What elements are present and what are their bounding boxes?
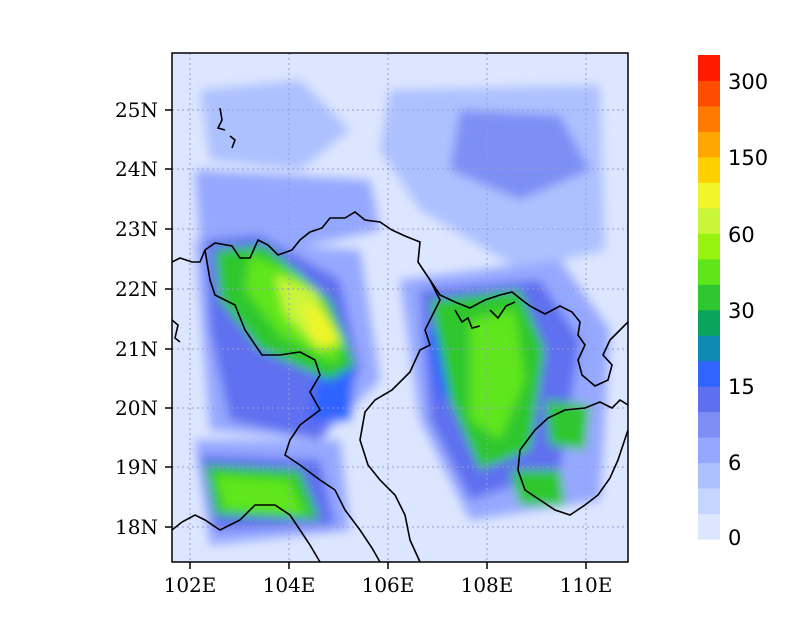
plot-frame [171,52,629,563]
colorbar-swatch [698,105,720,132]
field-patch [215,475,305,515]
colorbar-label: 300 [728,70,768,94]
y-tick-label: 24N [115,157,158,181]
colorbar-swatch [698,437,720,464]
field-patch [510,470,565,505]
hainan-coast-north [519,398,628,451]
colorbar-swatch [698,55,720,81]
colorbar-label: 150 [728,146,768,170]
colorbar-swatch [698,131,720,158]
field-patch [195,170,380,250]
border-fragment [216,107,226,131]
x-tick-label: 106E [362,573,415,597]
graticule [172,53,628,562]
x-tick-label: 108E [461,573,514,597]
y-tick-label: 23N [115,217,158,241]
colorbar-swatch [698,462,720,489]
gulf-islands [454,309,481,329]
field-patch [200,80,350,170]
colorbar-label: 6 [728,451,741,475]
colorbar-swatch [698,284,720,311]
colorbar-label: 15 [728,375,755,399]
laos-thai-border [172,504,321,562]
china-coast [529,305,628,387]
west-border [172,319,181,343]
precipitation-field [172,53,628,562]
colorbar-swatch [698,309,720,336]
axis-ticks [165,109,587,569]
y-tick-label: 25N [115,98,158,122]
colorbar-swatch [698,182,720,209]
colorbar-labels: 0 6 15 30 60 150 300 [728,70,768,550]
field-patch [545,400,590,450]
colorbar-swatch [698,233,720,260]
colorbar-swatch [698,488,720,515]
x-tick-label: 104E [263,573,316,597]
colorbar-swatch [698,80,720,107]
colorbar-swatch [698,207,720,234]
y-tick-labels: 25N 24N 23N 22N 21N 20N 19N 18N [115,98,158,539]
china-border [172,211,531,309]
y-tick-label: 18N [115,515,158,539]
laos-border [204,249,381,562]
colorbar-swatch [698,360,720,387]
y-tick-label: 21N [115,337,158,361]
colorbar-swatch [698,386,720,413]
hainan-coast-south [517,429,628,516]
y-tick-label: 19N [115,455,158,479]
y-tick-label: 20N [115,396,158,420]
gulf-islands [489,301,516,320]
colorbar-swatch [698,335,720,362]
x-tick-label: 102E [164,573,217,597]
colorbar [698,55,720,540]
vietnam-coast [359,279,441,562]
boundaries [172,107,628,562]
x-tick-label: 110E [560,573,613,597]
x-tick-labels: 102E 104E 106E 108E 110E [164,573,613,597]
border-fragment [229,135,236,149]
colorbar-label: 60 [728,223,755,247]
field-patch [300,300,340,345]
colorbar-label: 30 [728,299,755,323]
field-patch [450,110,590,200]
colorbar-label: 0 [728,526,741,550]
colorbar-swatch [698,258,720,285]
y-tick-label: 22N [115,277,158,301]
colorbar-swatch [698,411,720,438]
colorbar-swatch [698,513,720,540]
colorbar-swatch [698,156,720,183]
